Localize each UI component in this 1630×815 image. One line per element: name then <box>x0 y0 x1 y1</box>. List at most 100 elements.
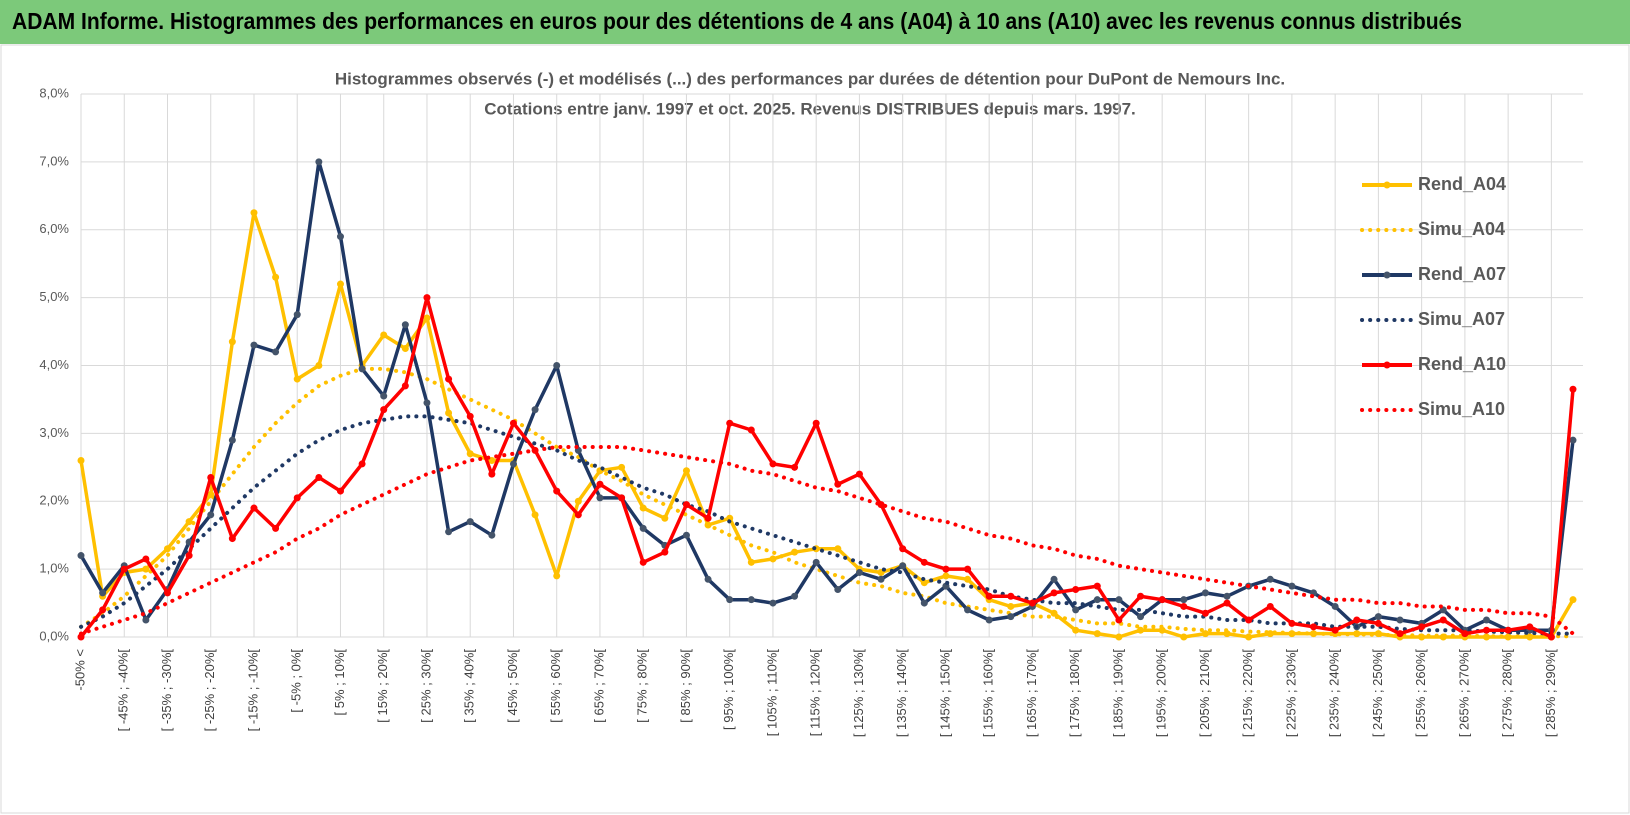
point <box>1137 592 1145 600</box>
point <box>272 273 280 281</box>
point <box>1050 589 1058 597</box>
point <box>488 457 496 465</box>
point <box>1180 596 1188 604</box>
point <box>1072 606 1080 614</box>
point <box>531 511 539 519</box>
point <box>272 524 280 532</box>
point <box>899 562 907 570</box>
x-tick-label: [ -35% ; -30%[ <box>159 649 174 732</box>
point <box>1396 630 1404 638</box>
point <box>401 321 409 329</box>
point <box>942 572 950 580</box>
point <box>574 511 582 519</box>
point <box>920 579 928 587</box>
point <box>423 294 431 302</box>
x-tick-label: [ 235% ; 240%[ <box>1327 649 1342 738</box>
point <box>380 406 388 414</box>
point <box>726 596 734 604</box>
point <box>531 406 539 414</box>
x-tick-label: [ 185% ; 190%[ <box>1110 649 1125 738</box>
point <box>509 460 517 468</box>
point <box>380 392 388 400</box>
x-tick-label: [ 205% ; 210%[ <box>1197 649 1212 738</box>
point <box>553 572 561 580</box>
point <box>99 589 107 597</box>
point <box>1115 596 1123 604</box>
point <box>769 555 777 563</box>
legend-label: Rend_A10 <box>1418 354 1506 374</box>
point <box>596 480 604 488</box>
point <box>1418 623 1426 631</box>
legend-label: Simu_A10 <box>1418 399 1505 419</box>
x-tick-label: [ 285% ; 290%[ <box>1543 649 1558 738</box>
point <box>1072 585 1080 593</box>
point <box>466 412 474 420</box>
x-tick-label: [ 85% ; 90%[ <box>678 649 693 723</box>
point <box>553 487 561 495</box>
point <box>964 575 972 583</box>
header-bar <box>0 0 1630 44</box>
y-tick-label: 4,0% <box>39 357 69 372</box>
point <box>1050 575 1058 583</box>
series-line <box>79 414 1575 636</box>
point <box>228 338 236 346</box>
x-tick-label: [ 165% ; 170%[ <box>1024 649 1039 738</box>
point <box>142 555 150 563</box>
y-tick-label: 7,0% <box>39 153 69 168</box>
point <box>1093 630 1101 638</box>
y-tick-label: 8,0% <box>39 85 69 100</box>
point <box>661 548 669 556</box>
point <box>1180 633 1188 641</box>
x-tick-label: [ 105% ; 110%[ <box>764 649 779 737</box>
chart-border <box>0 44 1630 814</box>
point <box>99 606 107 614</box>
point <box>920 599 928 607</box>
header-title: ADAM Informe. Histogrammes des performan… <box>12 8 1462 34</box>
point <box>855 569 863 577</box>
chart-subtitle: Cotations entre janv. 1997 et oct. 2025.… <box>484 99 1136 118</box>
x-tick-label: -50% < <box>72 649 87 691</box>
x-tick-label: [ 195% ; 200%[ <box>1154 649 1169 738</box>
x-tick-label: [ 65% ; 70%[ <box>591 649 606 723</box>
point <box>250 341 258 349</box>
point <box>791 463 799 471</box>
point <box>401 345 409 353</box>
point <box>791 548 799 556</box>
point <box>1483 626 1491 634</box>
point <box>250 504 258 512</box>
point <box>228 535 236 543</box>
point <box>769 460 777 468</box>
point <box>704 514 712 522</box>
point <box>1007 613 1015 621</box>
point <box>185 518 193 526</box>
y-tick-label: 1,0% <box>39 561 69 576</box>
x-tick-label: [ -15% ; -10%[ <box>245 649 260 732</box>
point <box>964 565 972 573</box>
x-tick-label: [ 55% ; 60%[ <box>548 649 563 723</box>
point <box>1093 596 1101 604</box>
x-tick-label: [ 265% ; 270%[ <box>1456 649 1471 738</box>
point <box>834 585 842 593</box>
point <box>336 233 344 241</box>
x-tick-label: [ 135% ; 140%[ <box>894 649 909 738</box>
point <box>964 606 972 614</box>
point <box>185 552 193 560</box>
x-tick-label: [ 155% ; 160%[ <box>981 649 996 738</box>
point <box>228 436 236 444</box>
point <box>1093 582 1101 590</box>
point <box>920 558 928 566</box>
point <box>1072 626 1080 634</box>
x-tick-label: [ 275% ; 280%[ <box>1500 649 1515 738</box>
point <box>1310 623 1318 631</box>
point <box>315 473 323 481</box>
series-line <box>79 445 1575 636</box>
point <box>1461 630 1469 638</box>
point <box>639 504 647 512</box>
x-tick-label: [ -45% ; -40%[ <box>116 649 131 732</box>
x-tick-label: [ 145% ; 150%[ <box>937 649 952 738</box>
x-tick-label: [ 255% ; 260%[ <box>1413 649 1428 738</box>
point <box>336 487 344 495</box>
point <box>77 457 85 465</box>
x-tick-label: [ 5% ; 10%[ <box>332 649 347 716</box>
